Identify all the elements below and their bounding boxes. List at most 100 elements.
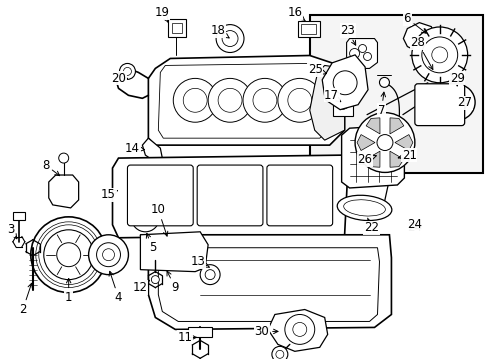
- Circle shape: [363, 53, 371, 60]
- Bar: [309, 15, 482, 173]
- Circle shape: [275, 350, 283, 358]
- Polygon shape: [148, 55, 344, 145]
- Polygon shape: [142, 138, 162, 162]
- Text: 21: 21: [397, 149, 416, 162]
- FancyBboxPatch shape: [414, 84, 464, 126]
- Polygon shape: [49, 175, 79, 208]
- Polygon shape: [322, 55, 367, 110]
- Text: 24: 24: [406, 218, 421, 231]
- Text: 23: 23: [340, 24, 355, 45]
- Circle shape: [208, 78, 251, 122]
- Text: 25: 25: [307, 63, 326, 76]
- Circle shape: [287, 88, 311, 112]
- Text: 5: 5: [146, 233, 156, 254]
- Circle shape: [277, 78, 321, 122]
- Ellipse shape: [337, 195, 391, 221]
- Text: 6: 6: [403, 12, 426, 33]
- Circle shape: [96, 243, 120, 267]
- Polygon shape: [366, 118, 379, 134]
- Text: 22: 22: [363, 218, 378, 234]
- Text: 20: 20: [111, 72, 127, 85]
- Text: 8: 8: [42, 158, 60, 176]
- Text: 13: 13: [190, 255, 209, 268]
- Polygon shape: [366, 151, 379, 167]
- Text: 28: 28: [409, 36, 432, 69]
- Circle shape: [376, 135, 392, 150]
- Text: 19: 19: [155, 6, 169, 22]
- Text: 17: 17: [324, 89, 340, 102]
- Polygon shape: [356, 135, 374, 150]
- Polygon shape: [346, 39, 377, 68]
- Polygon shape: [140, 232, 208, 272]
- Polygon shape: [341, 125, 404, 188]
- Bar: [332, 88, 352, 116]
- Circle shape: [292, 323, 306, 336]
- Text: 15: 15: [101, 188, 117, 202]
- Bar: [172, 23, 182, 32]
- Text: 9: 9: [167, 271, 179, 294]
- Circle shape: [332, 71, 356, 95]
- Circle shape: [222, 31, 238, 46]
- Circle shape: [200, 265, 220, 285]
- FancyBboxPatch shape: [197, 165, 263, 226]
- Bar: [438, 95, 456, 109]
- Circle shape: [271, 346, 287, 360]
- Circle shape: [358, 45, 366, 53]
- Circle shape: [438, 84, 474, 120]
- Text: 16: 16: [287, 6, 305, 21]
- Circle shape: [59, 153, 68, 163]
- Circle shape: [57, 243, 81, 267]
- Text: 2: 2: [19, 283, 32, 316]
- Text: 1: 1: [65, 279, 72, 304]
- Circle shape: [102, 249, 114, 261]
- Bar: [188, 328, 212, 337]
- Text: 18: 18: [210, 24, 229, 38]
- Circle shape: [131, 204, 159, 232]
- Ellipse shape: [343, 200, 385, 216]
- Text: 4: 4: [109, 271, 122, 304]
- Circle shape: [205, 270, 215, 280]
- FancyBboxPatch shape: [266, 165, 332, 226]
- Polygon shape: [389, 118, 403, 134]
- Circle shape: [349, 49, 359, 58]
- Text: 10: 10: [151, 203, 167, 236]
- Circle shape: [151, 276, 159, 284]
- Text: 12: 12: [133, 280, 149, 294]
- Circle shape: [216, 24, 244, 53]
- Circle shape: [285, 315, 314, 345]
- Circle shape: [243, 78, 286, 122]
- Bar: [13, 212, 25, 220]
- Polygon shape: [158, 248, 379, 321]
- Circle shape: [119, 63, 135, 80]
- Polygon shape: [140, 235, 390, 329]
- Text: 26: 26: [357, 153, 376, 166]
- Circle shape: [183, 88, 207, 112]
- Circle shape: [123, 67, 131, 75]
- Circle shape: [421, 37, 457, 73]
- Text: 30: 30: [254, 325, 277, 338]
- Circle shape: [447, 92, 466, 112]
- Text: 29: 29: [449, 72, 464, 86]
- Circle shape: [173, 78, 217, 122]
- Polygon shape: [112, 155, 347, 238]
- Text: 27: 27: [456, 96, 471, 109]
- Text: 3: 3: [7, 223, 17, 239]
- Polygon shape: [394, 135, 412, 150]
- Bar: [297, 21, 319, 37]
- Circle shape: [218, 88, 242, 112]
- Circle shape: [335, 95, 349, 109]
- Polygon shape: [389, 151, 403, 167]
- FancyBboxPatch shape: [127, 165, 193, 226]
- Circle shape: [138, 211, 152, 225]
- Text: 7: 7: [377, 92, 385, 117]
- Text: 24: 24: [406, 221, 421, 234]
- Text: 14: 14: [124, 141, 144, 155]
- Bar: [168, 19, 186, 37]
- Polygon shape: [309, 66, 344, 140]
- Circle shape: [379, 77, 388, 87]
- Circle shape: [88, 235, 128, 275]
- Circle shape: [252, 88, 276, 112]
- Circle shape: [411, 27, 467, 83]
- Circle shape: [31, 217, 106, 293]
- Polygon shape: [267, 310, 327, 351]
